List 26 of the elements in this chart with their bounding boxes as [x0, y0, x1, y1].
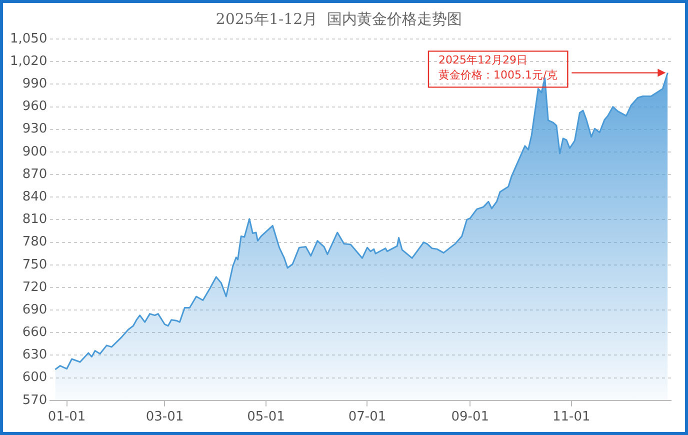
y-tick-label: 840: [22, 189, 48, 204]
y-tick-label: 900: [22, 144, 48, 160]
annotation: 2025年12月29日: [438, 54, 528, 67]
x-tick-label: 07-01: [348, 410, 386, 425]
annotation: 黄金价格：1005.1元/克: [438, 68, 558, 82]
x-tick-label: 03-01: [146, 410, 184, 425]
y-tick-label: 990: [22, 76, 48, 92]
x-tick-label: 01-01: [48, 410, 86, 425]
y-tick-label: 1,020: [10, 54, 48, 69]
y-tick-label: 1,050: [10, 31, 48, 46]
y-tick-label: 750: [22, 257, 48, 272]
chart-title: 2025年1-12月 国内黄金价格走势图: [216, 10, 462, 28]
x-tick-label: 05-01: [247, 410, 285, 425]
y-tick-label: 600: [22, 370, 48, 386]
y-tick-label: 720: [22, 280, 48, 295]
y-tick-label: 930: [22, 122, 48, 137]
y-tick-label: 960: [22, 99, 48, 114]
y-tick-label: 870: [22, 166, 48, 182]
y-tick-label: 630: [22, 348, 48, 363]
y-tick-label: 690: [22, 302, 48, 318]
y-tick-label: 570: [22, 392, 48, 408]
x-tick-label: 11-01: [552, 410, 590, 425]
y-tick-label: 660: [22, 325, 48, 340]
x-tick-label: 09-01: [451, 410, 490, 425]
y-tick-label: 810: [22, 212, 48, 228]
y-tick-label: 780: [22, 234, 48, 250]
